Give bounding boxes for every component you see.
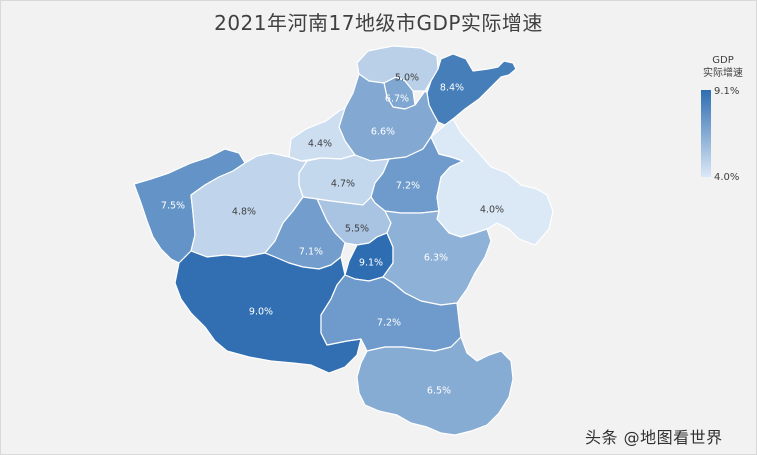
region-label-zhoukou: 6.3% [424,253,448,264]
watermark: 头条 @地图看世界 [585,428,723,447]
region-label-nanyang: 9.0% [249,307,273,318]
map-title: 2021年河南17地级市GDP实际增速 [214,11,543,35]
region-label-zhumadian: 7.2% [377,318,401,329]
legend-max-label: 9.1% [714,86,740,97]
region-label-kaifeng: 7.2% [396,181,420,192]
region-label-xuchang: 5.5% [345,224,369,235]
region-label-xinyang: 6.5% [427,386,451,397]
legend-color-bar [701,90,711,177]
legend-title-line1: GDP [712,55,734,66]
region-label-jiaozuo: 4.4% [308,139,332,150]
region-label-hebi: 6.7% [385,94,409,105]
region-label-anyang: 5.0% [395,73,419,84]
region-label-pingdingshan: 7.1% [299,247,323,258]
region-xinyang [356,336,514,436]
region-label-luohe: 9.1% [359,258,383,269]
legend-title-line2: 实际增速 [703,68,743,79]
region-label-shangqiu: 4.0% [480,205,504,216]
region-label-luoyang: 4.8% [232,207,256,218]
region-label-sanmenxia: 7.5% [161,201,185,212]
legend-min-label: 4.0% [714,172,740,183]
legend-title: GDP 实际增速 [683,54,757,80]
region-shangqiu [430,118,554,246]
region-label-puyang: 8.4% [440,83,464,94]
region-label-zhengzhou: 4.7% [331,179,355,190]
region-label-xinxiang: 6.6% [371,127,395,138]
region-zhoukou [382,210,492,306]
